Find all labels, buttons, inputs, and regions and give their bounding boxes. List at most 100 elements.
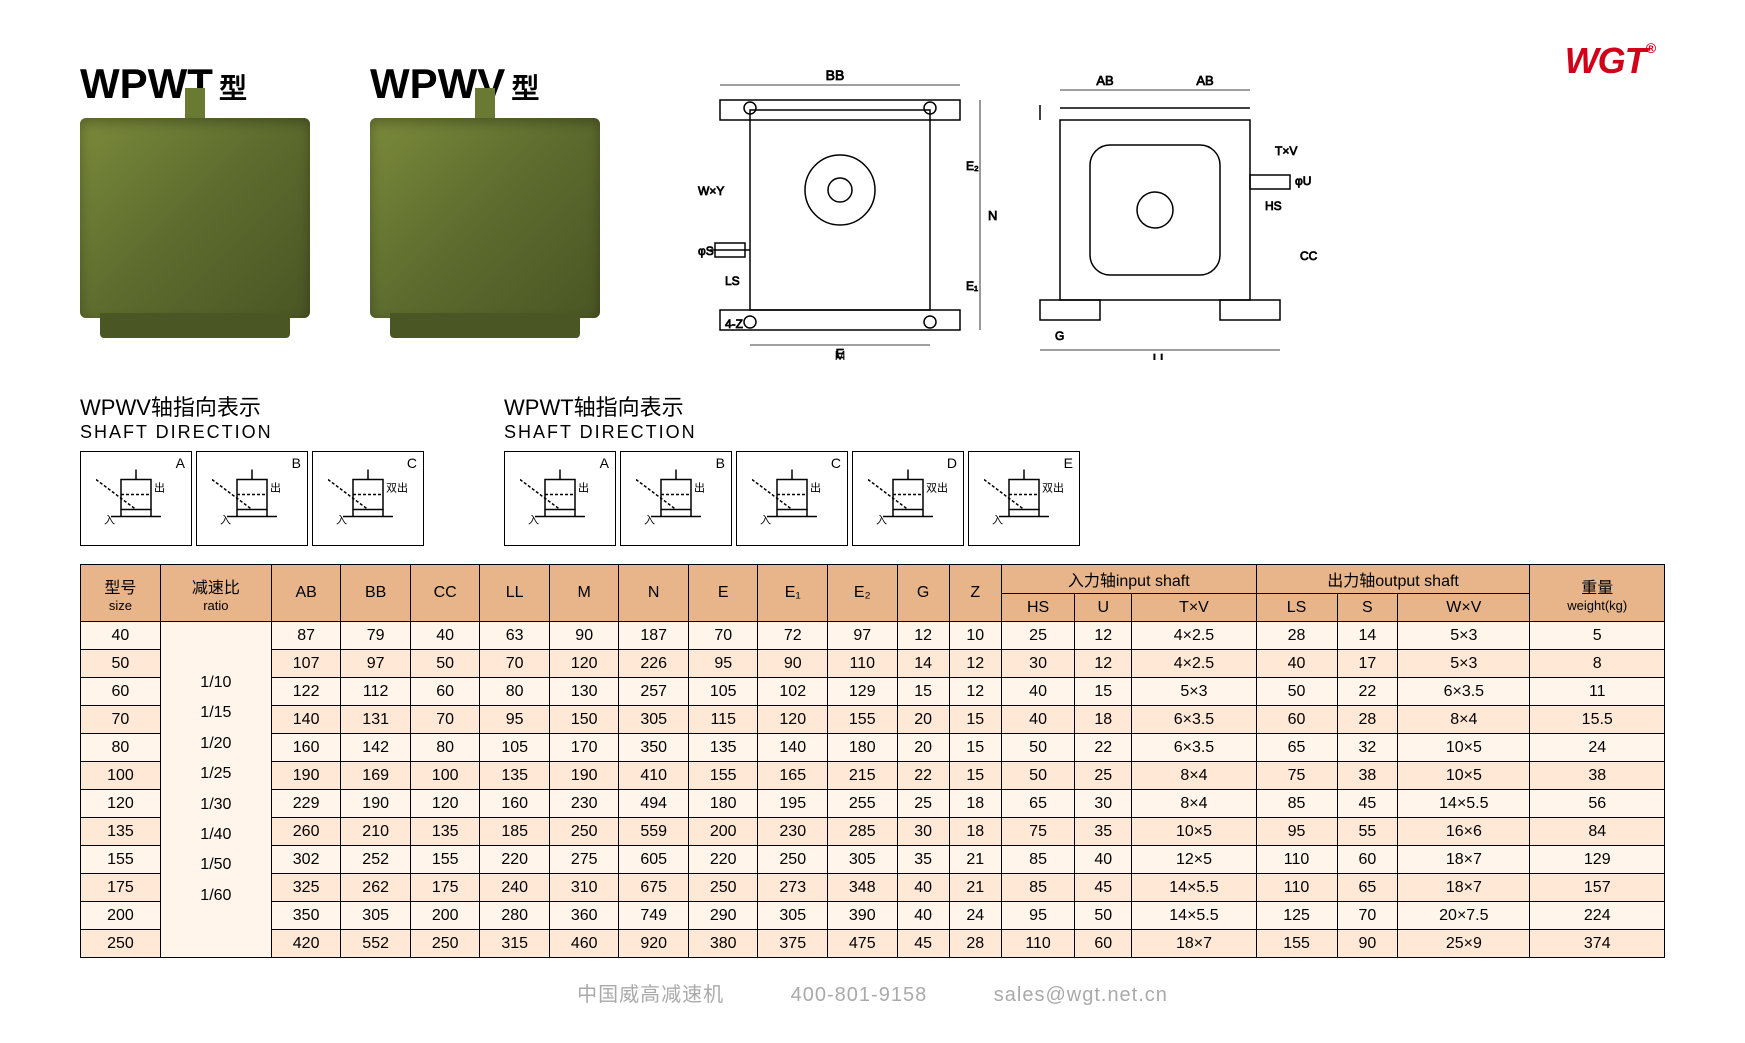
th-cc: CC [410,565,480,622]
cell-size: 80 [81,734,161,762]
product-wpwv: WPWV型 [370,60,600,360]
cell-z: 21 [949,846,1001,874]
cell-hs: 50 [1001,734,1074,762]
cell-e: 180 [688,790,758,818]
cell-weight: 11 [1530,678,1665,706]
cell-g: 45 [897,930,949,958]
cell-ll: 80 [480,678,550,706]
cell-txv: 6×3.5 [1132,734,1256,762]
cell-weight: 56 [1530,790,1665,818]
table-row: 401/101/151/201/251/301/401/501/60 87 79… [81,622,1665,650]
cell-size: 50 [81,650,161,678]
cell-txv: 5×3 [1132,678,1256,706]
cell-wxv: 10×5 [1398,734,1530,762]
shaft-icon: 入 出 [212,461,292,536]
shaft-box-label: A [600,455,609,471]
cell-ll: 135 [480,762,550,790]
cell-m: 250 [549,818,619,846]
svg-text:入: 入 [336,514,347,526]
cell-hs: 85 [1001,846,1074,874]
cell-cc: 70 [410,706,480,734]
cell-u: 22 [1075,734,1132,762]
th-wxv: W×V [1398,594,1530,622]
cell-size: 155 [81,846,161,874]
product-image-wpwt [80,118,310,318]
cell-ab: 190 [271,762,341,790]
th-hs: HS [1001,594,1074,622]
svg-text:入: 入 [992,514,1003,526]
th-ll: LL [480,565,550,622]
cell-ll: 105 [480,734,550,762]
brand-logo: WGT® [1565,40,1655,82]
cell-e2: 285 [828,818,898,846]
cell-ab: 140 [271,706,341,734]
cell-u: 25 [1075,762,1132,790]
cell-size: 60 [81,678,161,706]
cell-size: 175 [81,874,161,902]
cell-g: 25 [897,790,949,818]
cell-weight: 84 [1530,818,1665,846]
cell-n: 187 [619,622,689,650]
svg-text:出: 出 [810,480,821,494]
cell-n: 410 [619,762,689,790]
cell-z: 28 [949,930,1001,958]
shaft-group-wpwv: WPWV轴指向表示 SHAFT DIRECTION A 入 出 B 入 出 C [80,390,424,546]
cell-ab: 122 [271,678,341,706]
th-ls: LS [1256,594,1337,622]
cell-e2: 255 [828,790,898,818]
svg-text:入: 入 [644,514,655,526]
cell-g: 15 [897,678,949,706]
title-suffix: 型 [219,73,247,104]
cell-wxv: 18×7 [1398,874,1530,902]
cell-txv: 14×5.5 [1132,874,1256,902]
cell-weight: 129 [1530,846,1665,874]
svg-text:CC: CC [1300,249,1318,263]
logo-text: WGT [1565,40,1646,81]
cell-weight: 24 [1530,734,1665,762]
cell-ab: 420 [271,930,341,958]
cell-ll: 70 [480,650,550,678]
svg-text:T×V: T×V [1275,144,1297,158]
cell-e2: 129 [828,678,898,706]
cell-ll: 95 [480,706,550,734]
cell-hs: 40 [1001,706,1074,734]
cell-txv: 4×2.5 [1132,622,1256,650]
cell-wxv: 6×3.5 [1398,678,1530,706]
svg-text:W×Y: W×Y [698,184,724,198]
th-output: 出力轴output shaft [1256,565,1530,594]
shaft-box-label: C [407,455,417,471]
cell-m: 190 [549,762,619,790]
table-row: 80 160 142 80 105 170 350 135 140 180 20… [81,734,1665,762]
cell-ab: 160 [271,734,341,762]
cell-m: 130 [549,678,619,706]
cell-ll: 160 [480,790,550,818]
cell-e1: 72 [758,622,828,650]
cell-s: 17 [1337,650,1398,678]
cell-m: 170 [549,734,619,762]
cell-g: 20 [897,706,949,734]
cell-e2: 390 [828,902,898,930]
cell-size: 40 [81,622,161,650]
cell-ab: 350 [271,902,341,930]
cell-u: 45 [1075,874,1132,902]
cell-hs: 40 [1001,678,1074,706]
cell-n: 257 [619,678,689,706]
shaft-box: A 入 出 [504,451,616,546]
shaft-title-en: SHAFT DIRECTION [80,422,424,443]
cell-e2: 215 [828,762,898,790]
shaft-icon: 入 双出 [868,461,948,536]
table-row: 120 229 190 120 160 230 494 180 195 255 … [81,790,1665,818]
logo-tm: ® [1646,40,1655,56]
cell-s: 32 [1337,734,1398,762]
cell-hs: 65 [1001,790,1074,818]
cell-u: 60 [1075,930,1132,958]
shaft-box: B 入 出 [196,451,308,546]
cell-m: 310 [549,874,619,902]
title-suffix: 型 [511,73,539,104]
cell-bb: 210 [341,818,411,846]
th-n: N [619,565,689,622]
th-u: U [1075,594,1132,622]
cell-n: 605 [619,846,689,874]
cell-u: 12 [1075,650,1132,678]
cell-ab: 302 [271,846,341,874]
